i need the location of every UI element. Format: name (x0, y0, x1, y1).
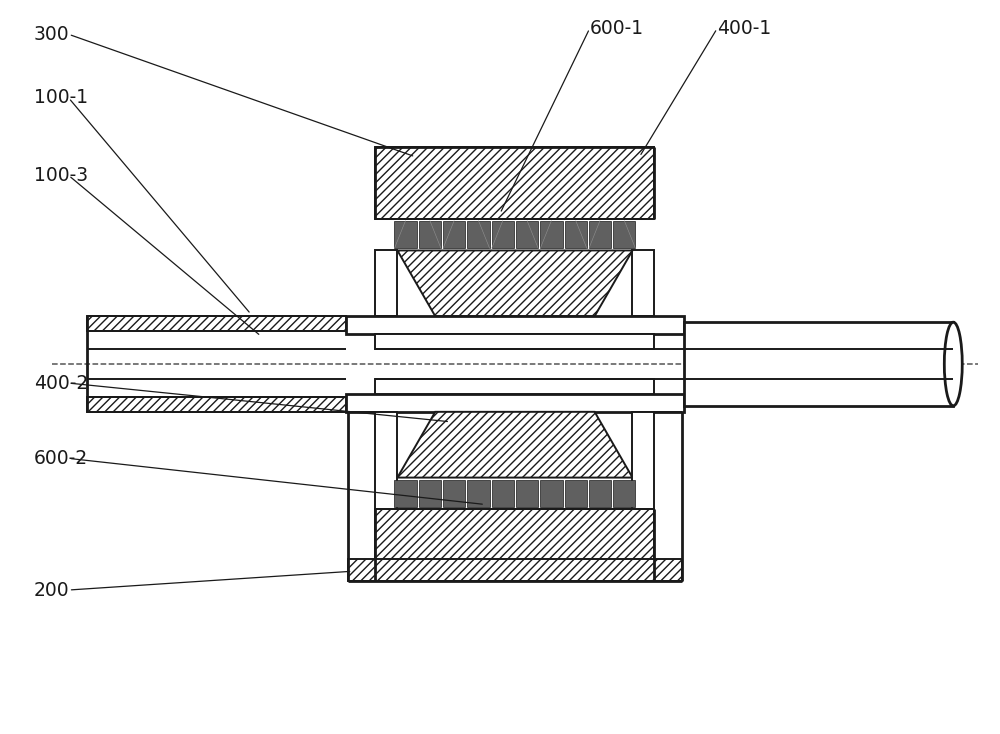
Bar (375, 509, 654, 581)
Bar (375, 379, 654, 394)
Text: 200: 200 (34, 581, 69, 600)
Bar (540, 479, 563, 507)
Bar (632, 412, 654, 509)
Bar (589, 220, 611, 248)
Bar (375, 334, 654, 349)
Bar (375, 412, 397, 509)
Text: 600-2: 600-2 (34, 449, 88, 468)
Bar (684, 322, 953, 406)
Bar (346, 394, 684, 412)
Text: 600-1: 600-1 (590, 19, 644, 38)
Bar (87, 316, 346, 331)
Bar (492, 220, 514, 248)
Bar (348, 559, 682, 581)
Text: 100-1: 100-1 (34, 88, 88, 107)
Polygon shape (397, 412, 632, 478)
Bar (467, 479, 490, 507)
Bar (419, 220, 441, 248)
Bar (443, 220, 465, 248)
Bar (632, 250, 654, 316)
Bar (467, 220, 490, 248)
Bar (613, 479, 635, 507)
Bar (613, 220, 635, 248)
Bar (540, 220, 563, 248)
Polygon shape (397, 250, 632, 316)
Bar (565, 479, 587, 507)
Ellipse shape (944, 322, 962, 406)
Bar (492, 479, 514, 507)
Bar (516, 479, 538, 507)
Bar (394, 220, 417, 248)
Text: 300: 300 (34, 25, 69, 44)
Bar (394, 479, 417, 507)
Bar (87, 397, 346, 412)
Bar (419, 479, 441, 507)
Text: 400-1: 400-1 (717, 19, 771, 38)
Text: 100-3: 100-3 (34, 166, 88, 185)
Bar (443, 479, 465, 507)
Bar (375, 147, 654, 219)
Bar (375, 250, 397, 316)
Text: 400-2: 400-2 (34, 374, 88, 393)
Bar (516, 220, 538, 248)
Bar (346, 316, 684, 334)
Bar (565, 220, 587, 248)
Bar (589, 479, 611, 507)
